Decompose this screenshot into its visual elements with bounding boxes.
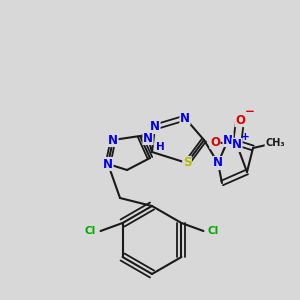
Text: O: O <box>210 136 220 148</box>
Text: O: O <box>235 113 245 127</box>
Text: N: N <box>150 121 160 134</box>
Text: N: N <box>103 158 113 170</box>
Text: N: N <box>180 112 190 124</box>
Text: +: + <box>241 132 249 142</box>
Text: N: N <box>108 134 118 146</box>
Text: N: N <box>143 131 153 145</box>
Text: CH₃: CH₃ <box>265 138 285 148</box>
Text: Cl: Cl <box>85 226 96 236</box>
Text: H: H <box>156 142 164 152</box>
Text: −: − <box>245 104 255 118</box>
Text: N: N <box>232 139 242 152</box>
Text: Cl: Cl <box>208 226 219 236</box>
Text: N: N <box>223 134 233 146</box>
Text: N: N <box>213 157 223 169</box>
Text: S: S <box>183 157 191 169</box>
